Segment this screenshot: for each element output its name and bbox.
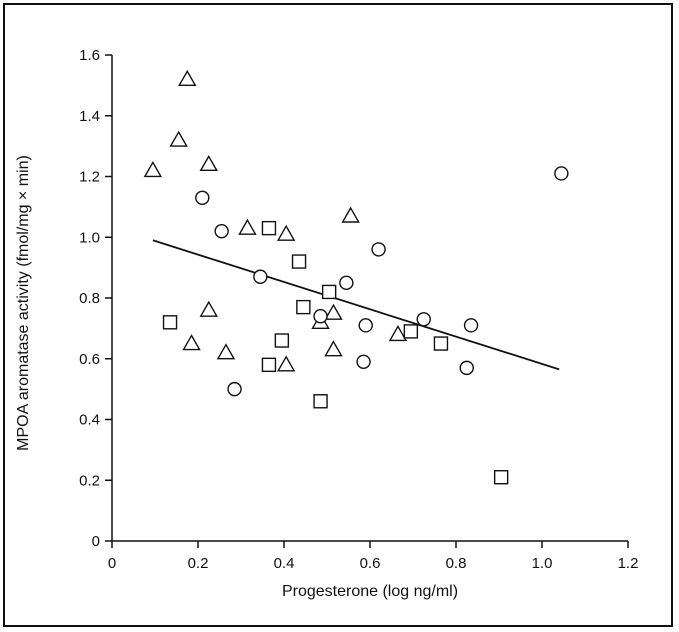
square-point	[313, 394, 328, 409]
y-tick-label: 0.6	[79, 351, 100, 368]
circle-point	[371, 242, 386, 257]
circle-point	[459, 360, 474, 376]
axes: 0 0.2 0.4 0.6 0.8 1.0 1.2 0 0.2 0.4 0.6 0.8 1.0 1.2 1.…	[79, 47, 638, 572]
circle-point	[214, 223, 229, 239]
square-point	[261, 220, 277, 236]
circle-point	[195, 190, 210, 205]
x-tick-label: 0.4	[274, 555, 295, 572]
circle-point	[554, 166, 569, 181]
triangle-point	[341, 206, 360, 223]
square-point	[321, 284, 337, 300]
x-tick-label: 1.0	[532, 555, 553, 572]
circle-point	[416, 312, 431, 327]
circle-point	[358, 318, 373, 333]
square-point	[274, 333, 290, 348]
triangle-point	[324, 340, 343, 357]
x-tick-label: 0	[108, 555, 116, 572]
trendline-layer	[152, 239, 560, 371]
x-tick-label: 0.6	[360, 555, 381, 572]
triangle-point	[276, 224, 296, 241]
square-point	[261, 357, 277, 373]
x-axis-title: Progesterone (log ng/ml)	[282, 583, 458, 600]
y-tick-label: 0.8	[79, 290, 100, 307]
triangle-point	[276, 355, 296, 372]
circle-point	[339, 275, 354, 291]
circle-point	[227, 381, 242, 397]
x-tick-label: 1.2	[618, 555, 639, 572]
x-tick-label: 0.8	[446, 555, 467, 572]
square-point	[403, 324, 419, 339]
circle-point	[356, 354, 371, 369]
triangle-point	[178, 69, 197, 87]
x-tick-label: 0.2	[188, 555, 209, 572]
y-tick-label: 1.2	[79, 169, 100, 186]
y-tick-label: 0.2	[79, 472, 100, 489]
square-point	[493, 470, 509, 485]
circle-point	[313, 309, 328, 324]
circle-point	[253, 269, 268, 284]
square-point	[291, 254, 307, 269]
triangle-point	[199, 300, 218, 317]
triangle-point	[143, 161, 163, 178]
triangle-point	[238, 218, 257, 235]
markers-layer	[143, 69, 569, 485]
y-tick-label: 0.4	[79, 412, 100, 429]
triangle-point	[216, 343, 236, 360]
y-tick-label: 0	[92, 533, 100, 550]
y-tick-label: 1.0	[79, 229, 100, 246]
trendline	[152, 239, 560, 371]
y-axis-title: MPOA aromatase activity (fmol/mg × min)	[15, 155, 32, 451]
triangle-point	[388, 325, 408, 342]
y-tick-label: 1.6	[79, 47, 100, 64]
triangle-point	[199, 154, 218, 172]
circle-point	[463, 318, 479, 333]
triangle-point	[324, 303, 343, 320]
square-point	[296, 299, 311, 315]
square-point	[433, 336, 449, 351]
triangle-point	[169, 130, 188, 147]
square-point	[162, 315, 178, 330]
y-tick-label: 1.4	[79, 108, 100, 125]
triangle-point	[182, 334, 201, 351]
